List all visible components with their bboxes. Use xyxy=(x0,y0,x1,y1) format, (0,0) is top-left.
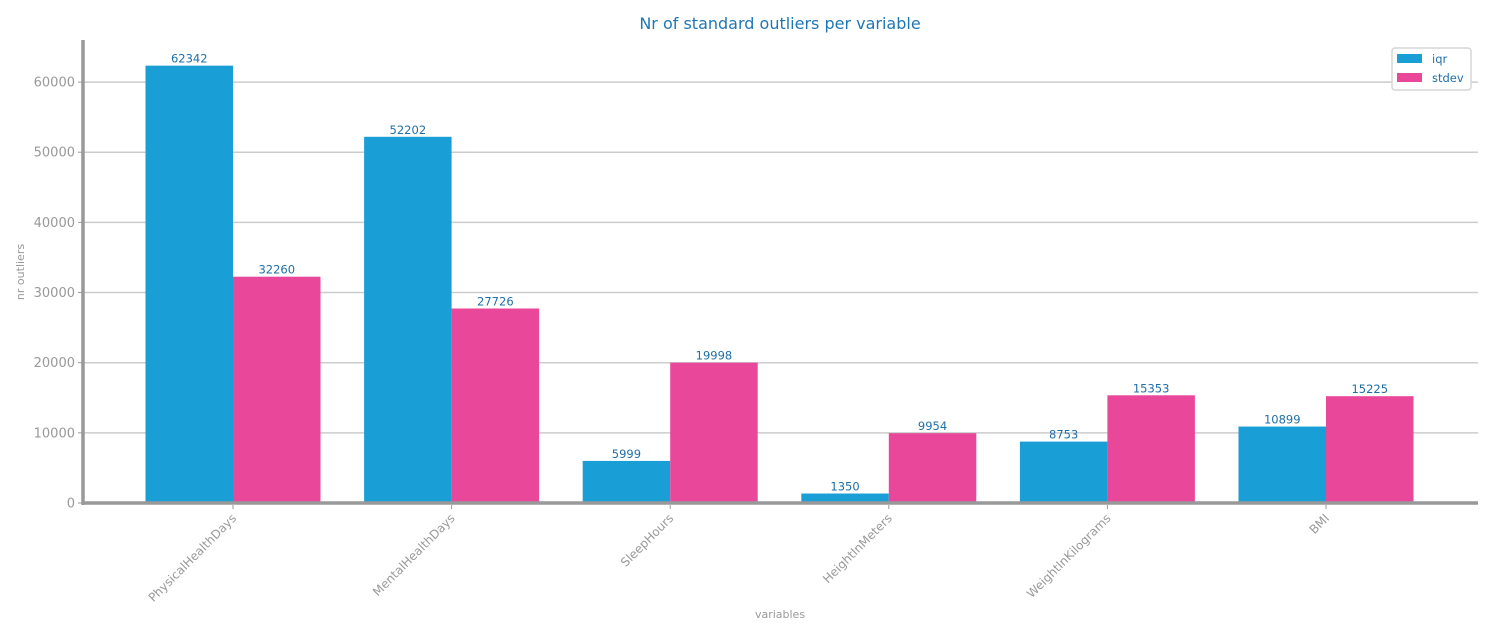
x-axis-label: variables xyxy=(755,608,805,621)
x-tick-label: BMI xyxy=(1307,511,1333,537)
data-label: 19998 xyxy=(696,349,733,363)
data-labels: 62342 32260 52202 27726 5999 19998 1350 9954 875… xyxy=(171,52,1388,494)
bar-stdev xyxy=(1326,396,1414,503)
bar-stdev xyxy=(670,362,758,503)
legend: iqr stdev xyxy=(1391,47,1472,91)
x-tick-label: PhysicalHealthDays xyxy=(146,511,239,604)
data-label: 10899 xyxy=(1264,413,1301,427)
bar-stdev xyxy=(1107,395,1195,503)
y-tick-label: 30000 xyxy=(34,286,75,301)
data-label: 62342 xyxy=(171,52,208,66)
bar-iqr xyxy=(364,136,452,504)
data-label: 9954 xyxy=(918,419,947,433)
x-tick-label: MentalHealthDays xyxy=(370,511,458,599)
bar-stdev xyxy=(233,276,321,503)
data-label: 8753 xyxy=(1049,428,1078,442)
data-label: 27726 xyxy=(477,294,514,308)
x-tick-label: HeightInMeters xyxy=(820,511,895,586)
legend-label-iqr: iqr xyxy=(1432,52,1447,66)
data-label: 1350 xyxy=(830,480,859,494)
data-label: 52202 xyxy=(390,123,427,137)
bar-iqr xyxy=(801,493,889,503)
y-tick-label: 20000 xyxy=(34,356,75,371)
data-label: 15225 xyxy=(1351,382,1388,396)
y-tick-label: 0 xyxy=(67,497,75,512)
y-axis-label: nr outliers xyxy=(14,244,27,300)
y-tick-label: 10000 xyxy=(34,426,75,441)
x-tick-labels: PhysicalHealthDays MentalHealthDays SleepH… xyxy=(146,505,1332,605)
bar-iqr xyxy=(1238,426,1326,503)
bars xyxy=(145,65,1414,504)
y-tick-label: 50000 xyxy=(34,146,75,161)
x-tick-label: SleepHours xyxy=(618,511,676,569)
data-label: 32260 xyxy=(258,263,295,277)
chart-title: Nr of standard outliers per variable xyxy=(639,14,920,33)
bar-iqr xyxy=(145,65,233,503)
x-tick-label: WeightInKilograms xyxy=(1024,511,1114,601)
y-tick-label: 60000 xyxy=(34,76,75,91)
data-label: 15353 xyxy=(1133,381,1170,395)
axes xyxy=(81,40,1478,505)
bar-stdev xyxy=(451,308,540,503)
legend-swatch-iqr xyxy=(1397,54,1422,63)
legend-swatch-stdev xyxy=(1397,73,1422,82)
data-label: 5999 xyxy=(612,447,641,461)
y-tick-label: 40000 xyxy=(34,216,75,231)
bar-iqr xyxy=(582,460,671,503)
y-tick-labels: 0 10000 20000 30000 40000 50000 60000 xyxy=(34,76,83,512)
bar-iqr xyxy=(1019,441,1108,503)
legend-label-stdev: stdev xyxy=(1432,71,1464,85)
bar-stdev xyxy=(888,433,977,503)
